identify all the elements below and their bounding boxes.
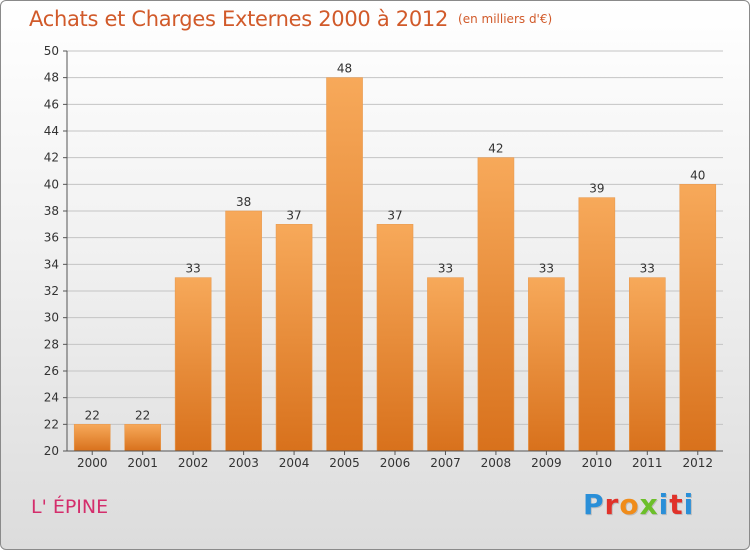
data-label-2005: 48 [337, 62, 352, 76]
y-tick-label: 38 [44, 204, 59, 218]
y-tick-label: 32 [44, 284, 59, 298]
x-tick-label-2000: 2000 [77, 456, 108, 470]
data-label-2007: 33 [438, 262, 453, 276]
bar-2002 [174, 277, 212, 452]
bars: 22 22 33 38 37 48 37 33 42 33 39 33 40 [73, 62, 717, 452]
y-tick-label: 20 [44, 444, 59, 458]
x-tick-label-2009: 2009 [531, 456, 562, 470]
bar-2007 [427, 277, 464, 452]
data-label-2009: 33 [539, 262, 554, 276]
logo-letter: i [683, 488, 695, 521]
y-axis: 20 22 24 26 28 30 32 34 36 38 40 42 44 46 48 50 [44, 44, 68, 458]
y-tick-label: 46 [44, 97, 59, 111]
data-label-2012: 40 [690, 168, 705, 182]
x-tick-label-2011: 2011 [632, 456, 663, 470]
data-label-2006: 37 [387, 208, 402, 222]
y-tick-label: 48 [44, 71, 59, 85]
y-tick-label: 30 [44, 311, 59, 325]
y-tick-label: 22 [44, 417, 59, 431]
x-tick-label-2007: 2007 [430, 456, 461, 470]
x-tick-label-2010: 2010 [582, 456, 613, 470]
y-tick-label: 24 [44, 391, 59, 405]
y-tick-label: 34 [44, 257, 59, 271]
x-tick-label-2004: 2004 [279, 456, 310, 470]
bar-2005 [326, 77, 363, 452]
x-axis: 2000 2001 2002 2003 2004 2005 2006 2007 2008 2009… [67, 450, 723, 470]
x-tick-label-2008: 2008 [481, 456, 512, 470]
y-tick-label: 42 [44, 151, 59, 165]
data-label-2001: 22 [135, 408, 150, 422]
bar-2000 [73, 424, 111, 452]
bar-2003 [225, 210, 262, 452]
proxiti-logo: Proxiti [583, 488, 694, 521]
x-tick-label-2006: 2006 [380, 456, 411, 470]
x-tick-label-2002: 2002 [178, 456, 209, 470]
bar-2004 [275, 224, 313, 452]
bar-2010 [578, 197, 616, 452]
title-text: Achats et Charges Externes 2000 à 2012 [29, 7, 449, 31]
logo-letter: x [639, 488, 659, 521]
logo-letter: t [669, 488, 684, 521]
x-tick-label-2012: 2012 [682, 456, 713, 470]
data-label-2000: 22 [85, 408, 100, 422]
data-label-2010: 39 [589, 182, 604, 196]
x-tick-label-2003: 2003 [228, 456, 259, 470]
commune-name: L' ÉPINE [31, 496, 109, 518]
bar-2008 [477, 157, 515, 452]
data-label-2008: 42 [488, 142, 503, 156]
data-label-2003: 38 [236, 195, 251, 209]
x-tick-label-2005: 2005 [329, 456, 360, 470]
y-tick-label: 44 [44, 124, 59, 138]
chart-title: Achats et Charges Externes 2000 à 2012 (e… [29, 7, 552, 31]
bar-2011 [629, 277, 666, 452]
y-tick-label: 28 [44, 337, 59, 351]
bar-2012 [679, 184, 717, 452]
logo-letter: o [619, 488, 640, 521]
unit-label: (en milliers d'€) [458, 12, 553, 26]
bar-2006 [376, 224, 414, 452]
logo-letter: i [658, 488, 670, 521]
y-tick-label: 26 [44, 364, 59, 378]
data-label-2011: 33 [640, 262, 655, 276]
bar-2001 [124, 424, 161, 452]
x-tick-label-2001: 2001 [127, 456, 158, 470]
y-tick-label: 50 [44, 44, 59, 58]
data-label-2002: 33 [186, 262, 201, 276]
y-tick-label: 36 [44, 231, 59, 245]
y-tick-label: 40 [44, 177, 59, 191]
logo-letter: r [604, 488, 620, 521]
logo-letter: P [583, 488, 605, 521]
data-label-2004: 37 [286, 208, 301, 222]
bar-2009 [528, 277, 565, 452]
